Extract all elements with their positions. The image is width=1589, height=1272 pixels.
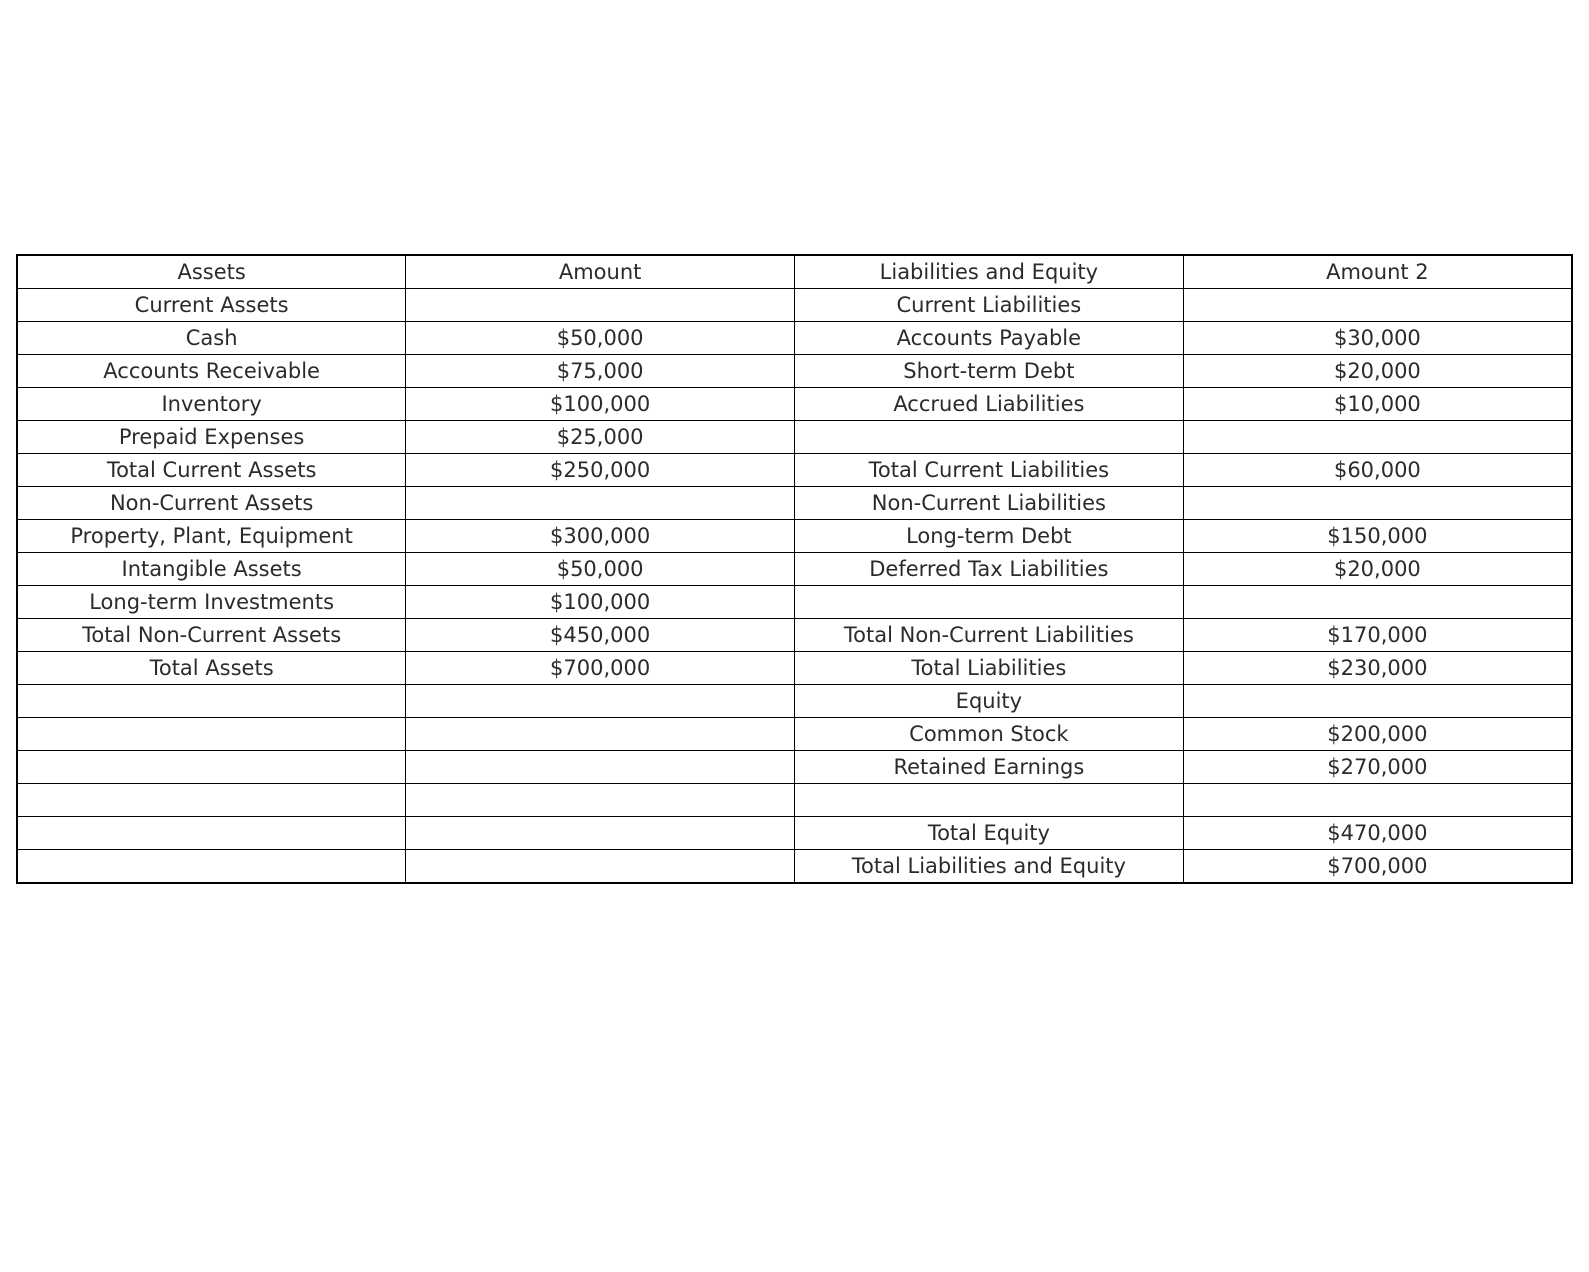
cell: Total Liabilities: [795, 652, 1184, 685]
cell: Total Current Assets: [17, 454, 406, 487]
cell: Long-term Debt: [795, 520, 1184, 553]
cell: Intangible Assets: [17, 553, 406, 586]
cell: $75,000: [406, 355, 795, 388]
table-body: Assets Amount Liabilities and Equity Amo…: [17, 255, 1572, 883]
cell: $20,000: [1183, 553, 1572, 586]
table-row: Total Equity $470,000: [17, 817, 1572, 850]
cell: $50,000: [406, 322, 795, 355]
cell: Accounts Receivable: [17, 355, 406, 388]
cell: Total Current Liabilities: [795, 454, 1184, 487]
cell: $470,000: [1183, 817, 1572, 850]
cell: Total Assets: [17, 652, 406, 685]
cell: $700,000: [406, 652, 795, 685]
cell: Retained Earnings: [795, 751, 1184, 784]
cell: $20,000: [1183, 355, 1572, 388]
cell-assets-header: Assets: [17, 255, 406, 289]
table-row: Assets Amount Liabilities and Equity Amo…: [17, 255, 1572, 289]
cell: Common Stock: [795, 718, 1184, 751]
cell: [795, 784, 1184, 817]
cell: $450,000: [406, 619, 795, 652]
table-row: Retained Earnings $270,000: [17, 751, 1572, 784]
table-row: Property, Plant, Equipment $300,000 Long…: [17, 520, 1572, 553]
cell: [17, 850, 406, 884]
cell: [406, 685, 795, 718]
table-row: Non-Current Assets Non-Current Liabiliti…: [17, 487, 1572, 520]
cell: Total Liabilities and Equity: [795, 850, 1184, 884]
cell: $25,000: [406, 421, 795, 454]
cell: [17, 817, 406, 850]
cell: $50,000: [406, 553, 795, 586]
cell: $170,000: [1183, 619, 1572, 652]
cell: [1183, 685, 1572, 718]
cell: Prepaid Expenses: [17, 421, 406, 454]
cell: [1183, 487, 1572, 520]
balance-sheet-table: Assets Amount Liabilities and Equity Amo…: [16, 254, 1573, 884]
cell: Accounts Payable: [795, 322, 1184, 355]
cell: [1183, 421, 1572, 454]
cell: Total Non-Current Liabilities: [795, 619, 1184, 652]
cell: [1183, 289, 1572, 322]
table-row: Equity: [17, 685, 1572, 718]
cell: $270,000: [1183, 751, 1572, 784]
table-row: Prepaid Expenses $25,000: [17, 421, 1572, 454]
table-row: Cash $50,000 Accounts Payable $30,000: [17, 322, 1572, 355]
cell: Short-term Debt: [795, 355, 1184, 388]
cell: Current Assets: [17, 289, 406, 322]
cell: Total Equity: [795, 817, 1184, 850]
cell: $200,000: [1183, 718, 1572, 751]
cell: [406, 784, 795, 817]
cell: $30,000: [1183, 322, 1572, 355]
cell: $60,000: [1183, 454, 1572, 487]
table-row: Total Non-Current Assets $450,000 Total …: [17, 619, 1572, 652]
table-row: Long-term Investments $100,000: [17, 586, 1572, 619]
cell: $230,000: [1183, 652, 1572, 685]
cell: Long-term Investments: [17, 586, 406, 619]
cell: $100,000: [406, 586, 795, 619]
table-row: Intangible Assets $50,000 Deferred Tax L…: [17, 553, 1572, 586]
cell: $100,000: [406, 388, 795, 421]
cell: $700,000: [1183, 850, 1572, 884]
cell-liab-equity-header: Liabilities and Equity: [795, 255, 1184, 289]
cell: Total Non-Current Assets: [17, 619, 406, 652]
cell: $10,000: [1183, 388, 1572, 421]
cell: Property, Plant, Equipment: [17, 520, 406, 553]
table-row: Common Stock $200,000: [17, 718, 1572, 751]
table-row: [17, 784, 1572, 817]
cell: $300,000: [406, 520, 795, 553]
table-row: Inventory $100,000 Accrued Liabilities $…: [17, 388, 1572, 421]
cell: Current Liabilities: [795, 289, 1184, 322]
cell: Accrued Liabilities: [795, 388, 1184, 421]
cell: Non-Current Liabilities: [795, 487, 1184, 520]
cell: [17, 751, 406, 784]
table-row: Accounts Receivable $75,000 Short-term D…: [17, 355, 1572, 388]
cell: [406, 718, 795, 751]
table-row: Total Assets $700,000 Total Liabilities …: [17, 652, 1572, 685]
cell: [406, 817, 795, 850]
cell: [1183, 586, 1572, 619]
cell: [17, 685, 406, 718]
cell: Cash: [17, 322, 406, 355]
cell: [17, 784, 406, 817]
cell: [406, 751, 795, 784]
cell: $150,000: [1183, 520, 1572, 553]
cell: Deferred Tax Liabilities: [795, 553, 1184, 586]
table-row: Current Assets Current Liabilities: [17, 289, 1572, 322]
cell: [406, 289, 795, 322]
table-row: Total Current Assets $250,000 Total Curr…: [17, 454, 1572, 487]
cell: [795, 586, 1184, 619]
cell: Non-Current Assets: [17, 487, 406, 520]
cell: [17, 718, 406, 751]
cell-amount-header: Amount: [406, 255, 795, 289]
cell: [406, 487, 795, 520]
cell: Equity: [795, 685, 1184, 718]
cell: $250,000: [406, 454, 795, 487]
cell: Inventory: [17, 388, 406, 421]
cell-amount2-header: Amount 2: [1183, 255, 1572, 289]
cell: [406, 850, 795, 884]
cell: [795, 421, 1184, 454]
table-row: Total Liabilities and Equity $700,000: [17, 850, 1572, 884]
cell: [1183, 784, 1572, 817]
